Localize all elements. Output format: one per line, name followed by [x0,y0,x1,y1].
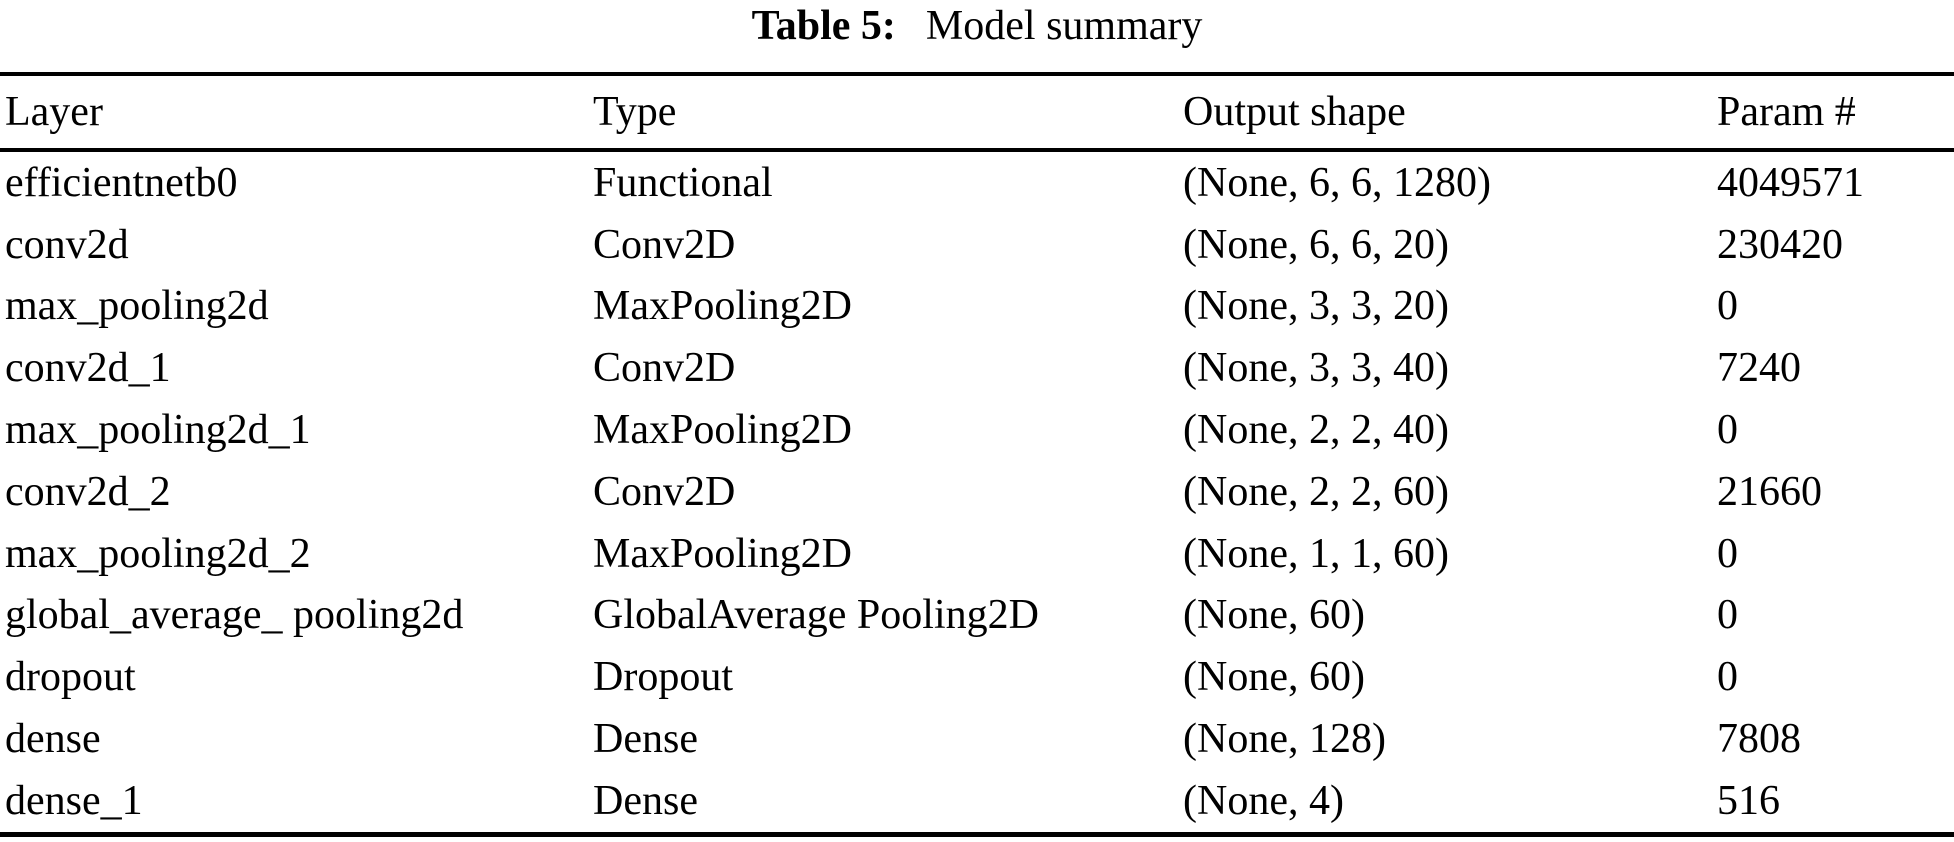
cell-type: Functional [593,159,773,206]
cell-layer: dense_1 [5,777,143,824]
cell-layer: max_pooling2d_1 [5,407,311,454]
cell-layer: conv2d_1 [5,345,171,392]
cell-param-count: 516 [1717,777,1780,824]
cell-param-count: 7240 [1717,345,1801,392]
table-body: efficientnetb0 Functional (None, 6, 6, 128… [0,150,1954,834]
cell-output-shape: (None, 6, 6, 1280) [1183,159,1491,206]
column-header-layer: Layer [0,74,593,152]
table-caption: Table 5: Model summary [0,2,1954,50]
cell-layer: conv2d_2 [5,468,171,515]
cell-type: Conv2D [593,221,736,268]
table-row: global_average_ pooling2d GlobalAverage P… [0,585,1954,647]
table-row: dropout Dropout (None, 60) 0 [0,646,1954,708]
cell-output-shape: (None, 128) [1183,716,1386,763]
cell-param-count: 4049571 [1717,159,1864,206]
cell-param-count: 0 [1717,407,1738,454]
cell-output-shape: (None, 3, 3, 40) [1183,345,1449,392]
cell-output-shape: (None, 2, 2, 40) [1183,407,1449,454]
cell-param-count: 7808 [1717,716,1801,763]
table-row: max_pooling2d_1 MaxPooling2D (None, 2, 2, … [0,399,1954,461]
cell-param-count: 0 [1717,592,1738,639]
cell-layer: dropout [5,654,136,701]
table-row: conv2d_1 Conv2D (None, 3, 3, 40) 7240 [0,337,1954,399]
column-header-param-count: Param # [1717,74,1954,152]
cell-output-shape: (None, 6, 6, 20) [1183,221,1449,268]
table-row: max_pooling2d_2 MaxPooling2D (None, 1, 1, … [0,523,1954,585]
column-header-type: Type [593,74,1183,152]
cell-type: MaxPooling2D [593,530,853,577]
table-row: conv2d Conv2D (None, 6, 6, 20) 230420 [0,214,1954,276]
cell-output-shape: (None, 60) [1183,592,1365,639]
table-row: dense_1 Dense (None, 4) 516 [0,770,1954,834]
cell-param-count: 0 [1717,283,1738,330]
column-header-output-shape: Output shape [1183,74,1717,152]
cell-output-shape: (None, 1, 1, 60) [1183,530,1449,577]
table-caption-label: Table 5: [751,3,896,49]
cell-type: Conv2D [593,345,736,392]
cell-layer: conv2d [5,221,129,268]
table-row: max_pooling2d MaxPooling2D (None, 3, 3, 20… [0,276,1954,338]
table-header: Layer Type Output shape Param # [0,74,1954,152]
cell-param-count: 230420 [1717,221,1843,268]
cell-output-shape: (None, 3, 3, 20) [1183,283,1449,330]
cell-output-shape: (None, 60) [1183,654,1365,701]
cell-type: Conv2D [593,468,736,515]
cell-layer: global_average_ pooling2d [5,592,464,639]
cell-type: MaxPooling2D [593,283,853,330]
cell-output-shape: (None, 4) [1183,777,1344,824]
cell-type: Dropout [593,654,733,701]
table-caption-title: Model summary [925,3,1203,49]
cell-type: Dense [593,716,698,763]
model-summary-table: Layer Type Output shape Param # efficien… [0,72,1954,837]
table-row: conv2d_2 Conv2D (None, 2, 2, 60) 21660 [0,461,1954,523]
cell-layer: max_pooling2d [5,283,269,330]
cell-type: MaxPooling2D [593,407,853,454]
table-row: efficientnetb0 Functional (None, 6, 6, 128… [0,150,1954,214]
cell-layer: efficientnetb0 [5,159,238,206]
cell-param-count: 21660 [1717,468,1822,515]
cell-type: Dense [593,777,698,824]
cell-output-shape: (None, 2, 2, 60) [1183,468,1449,515]
table-row: dense Dense (None, 128) 7808 [0,708,1954,770]
cell-type: GlobalAverage Pooling2D [593,592,1039,639]
cell-param-count: 0 [1717,654,1738,701]
cell-layer: dense [5,716,101,763]
table-header-row: Layer Type Output shape Param # [0,74,1954,152]
cell-param-count: 0 [1717,530,1738,577]
cell-layer: max_pooling2d_2 [5,530,311,577]
